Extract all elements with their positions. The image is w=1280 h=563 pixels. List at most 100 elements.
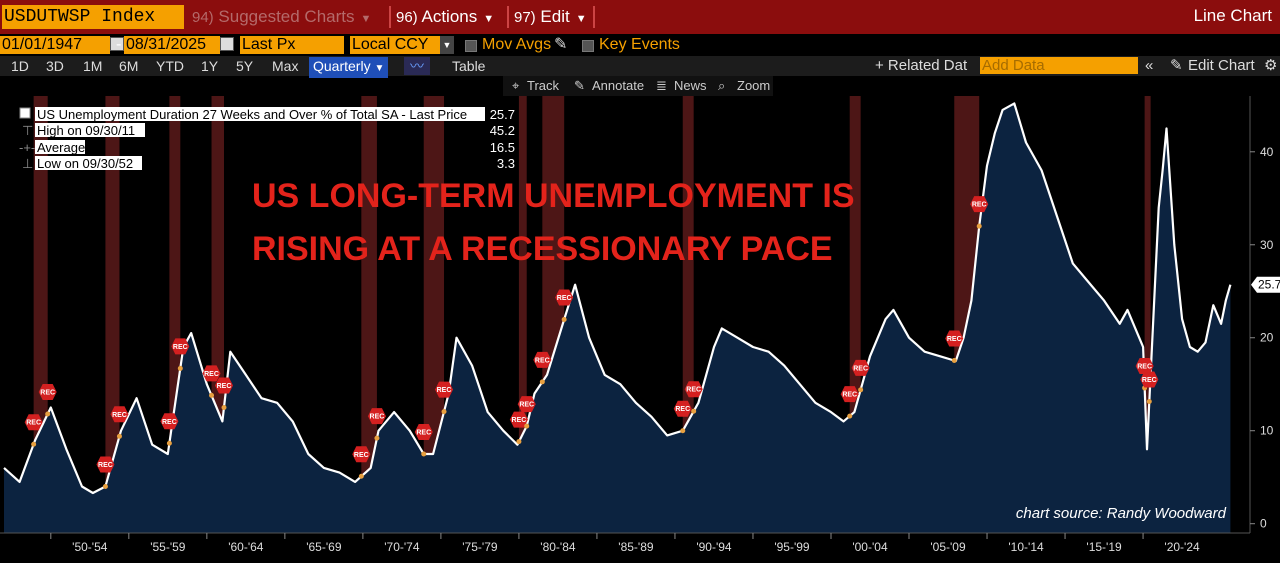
pencil-icon[interactable]: ✎ xyxy=(1170,57,1183,74)
suggested-charts-menu[interactable]: 94) Suggested Charts ▼ xyxy=(192,6,371,30)
legend: US Unemployment Duration 27 Weeks and Ov… xyxy=(19,107,515,171)
x-tick-label: '85-'89 xyxy=(618,540,654,554)
rec-marker-hexagon xyxy=(555,289,574,306)
rec-marker: REC xyxy=(171,338,190,371)
high-marker-icon: ⊤ xyxy=(22,123,33,138)
y-tick-label: 20 xyxy=(1260,331,1274,345)
rec-marker-dot xyxy=(1146,399,1152,405)
x-tick-label: '65-'69 xyxy=(306,540,342,554)
currency-select[interactable]: Local CCY xyxy=(350,36,440,54)
rec-marker: REC xyxy=(110,406,129,439)
x-tick-label: '05-'09 xyxy=(930,540,966,554)
line-chart-icon[interactable]: 〰 xyxy=(404,57,430,75)
rec-marker-hexagon xyxy=(673,400,692,417)
period-3d[interactable]: 3D xyxy=(46,58,64,74)
recession-band xyxy=(849,96,861,533)
annotate-button[interactable]: Annotate xyxy=(592,78,644,93)
calendar-icon[interactable] xyxy=(220,37,234,51)
rec-marker-dot xyxy=(539,379,545,385)
rec-marker: REC xyxy=(24,414,43,447)
pencil-icon[interactable]: ✎ xyxy=(554,36,568,53)
rec-marker: REC xyxy=(435,381,454,415)
rec-marker-dot xyxy=(516,439,522,445)
rec-marker-label: REC xyxy=(26,420,41,427)
rec-marker-hexagon xyxy=(435,381,454,398)
related-data-button[interactable]: + Related Dat xyxy=(875,57,968,74)
recession-band xyxy=(682,96,694,533)
rec-marker-hexagon xyxy=(851,359,870,376)
divider xyxy=(389,6,391,28)
period-1m[interactable]: 1M xyxy=(83,58,103,74)
x-tick-label: '55-'59 xyxy=(150,540,186,554)
search-icon[interactable]: ⌕ xyxy=(718,78,725,93)
recession-band xyxy=(423,96,445,533)
collapse-icon[interactable]: « xyxy=(1145,57,1154,74)
rec-marker-label: REC xyxy=(162,419,177,426)
period-1d[interactable]: 1D xyxy=(11,58,29,74)
mov-avgs-label[interactable]: Mov Avgs xyxy=(482,36,552,53)
period-max[interactable]: Max xyxy=(272,58,299,74)
rec-marker-dot xyxy=(441,409,447,415)
rec-marker: REC xyxy=(517,396,536,429)
rec-marker-label: REC xyxy=(1142,377,1157,384)
rec-marker-dot xyxy=(31,441,37,447)
period-5y[interactable]: 5Y xyxy=(236,58,254,74)
low-marker-icon: ⊥ xyxy=(22,156,33,171)
edit-chart-button[interactable]: Edit Chart xyxy=(1188,57,1255,74)
edit-menu[interactable]: 97) Edit ▼ xyxy=(514,6,587,30)
actions-menu[interactable]: 96) Actions ▼ xyxy=(396,6,494,30)
key-events-checkbox[interactable] xyxy=(582,40,594,52)
start-date-input[interactable]: 01/01/1947 xyxy=(0,36,110,54)
rec-marker: REC xyxy=(352,446,371,479)
legend-series-label: US Unemployment Duration 27 Weeks and Ov… xyxy=(37,107,467,122)
rec-marker-dot xyxy=(166,440,172,446)
rec-marker-label: REC xyxy=(354,452,369,459)
legend-row-bg xyxy=(35,107,485,121)
pencil-icon[interactable]: ✎ xyxy=(574,78,585,93)
gear-icon[interactable]: ⚙ xyxy=(1264,57,1278,74)
chart-source: chart source: Randy Woodward xyxy=(1016,505,1227,522)
end-date-input[interactable]: 08/31/2025 xyxy=(124,36,220,54)
rec-marker-dot xyxy=(421,451,427,457)
period-bar: 1D 3D 1M 6M YTD 1Y 5Y Max Quarterly ▼ 〰 … xyxy=(0,56,1280,78)
track-icon[interactable]: ⌖ xyxy=(512,78,520,93)
rec-marker-dot xyxy=(374,435,380,441)
rec-marker-label: REC xyxy=(947,336,962,343)
legend-high-value: 45.2 xyxy=(490,123,515,138)
x-tick-label: '70-'74 xyxy=(384,540,420,554)
rec-marker: REC xyxy=(215,377,234,410)
rec-marker-hexagon xyxy=(38,383,57,400)
chevron-down-icon[interactable]: ▼ xyxy=(440,36,454,54)
period-6m[interactable]: 6M xyxy=(119,58,139,74)
recession-band xyxy=(105,96,120,533)
period-ytd[interactable]: YTD xyxy=(156,58,184,74)
x-tick-label: '15-'19 xyxy=(1086,540,1122,554)
ticker-input[interactable]: USDUTWSP Index xyxy=(2,5,184,29)
zoom-button[interactable]: Zoom xyxy=(737,78,770,93)
frequency-select[interactable]: Quarterly ▼ xyxy=(309,57,389,78)
y-tick-label: 40 xyxy=(1260,145,1274,159)
key-events-label[interactable]: Key Events xyxy=(599,36,680,53)
frequency-label: Quarterly xyxy=(313,58,371,74)
rec-marker-label: REC xyxy=(1137,363,1152,370)
rec-marker: REC xyxy=(945,330,964,364)
track-button[interactable]: Track xyxy=(527,78,560,93)
series-line xyxy=(3,102,1232,495)
suggested-charts-label: Suggested Charts xyxy=(218,7,355,26)
rec-marker-hexagon xyxy=(24,414,43,431)
news-button[interactable]: News xyxy=(674,78,707,93)
x-tick-label: '60-'64 xyxy=(228,540,264,554)
calendar-icon[interactable] xyxy=(110,37,124,51)
x-tick-label: '80-'84 xyxy=(540,540,576,554)
edit-label: Edit xyxy=(540,7,570,26)
add-data-input[interactable]: Add Data xyxy=(980,57,1138,74)
period-1y[interactable]: 1Y xyxy=(201,58,219,74)
rec-marker-hexagon xyxy=(1140,371,1159,388)
legend-swatch[interactable] xyxy=(19,107,31,119)
news-icon[interactable]: ≣ xyxy=(656,78,667,93)
mov-avgs-checkbox[interactable] xyxy=(465,40,477,52)
price-field-select[interactable]: Last Px xyxy=(240,36,344,54)
table-button[interactable]: Table xyxy=(452,58,486,74)
rec-marker: REC xyxy=(840,386,859,419)
chart-type-label[interactable]: Line Chart xyxy=(1193,6,1272,25)
